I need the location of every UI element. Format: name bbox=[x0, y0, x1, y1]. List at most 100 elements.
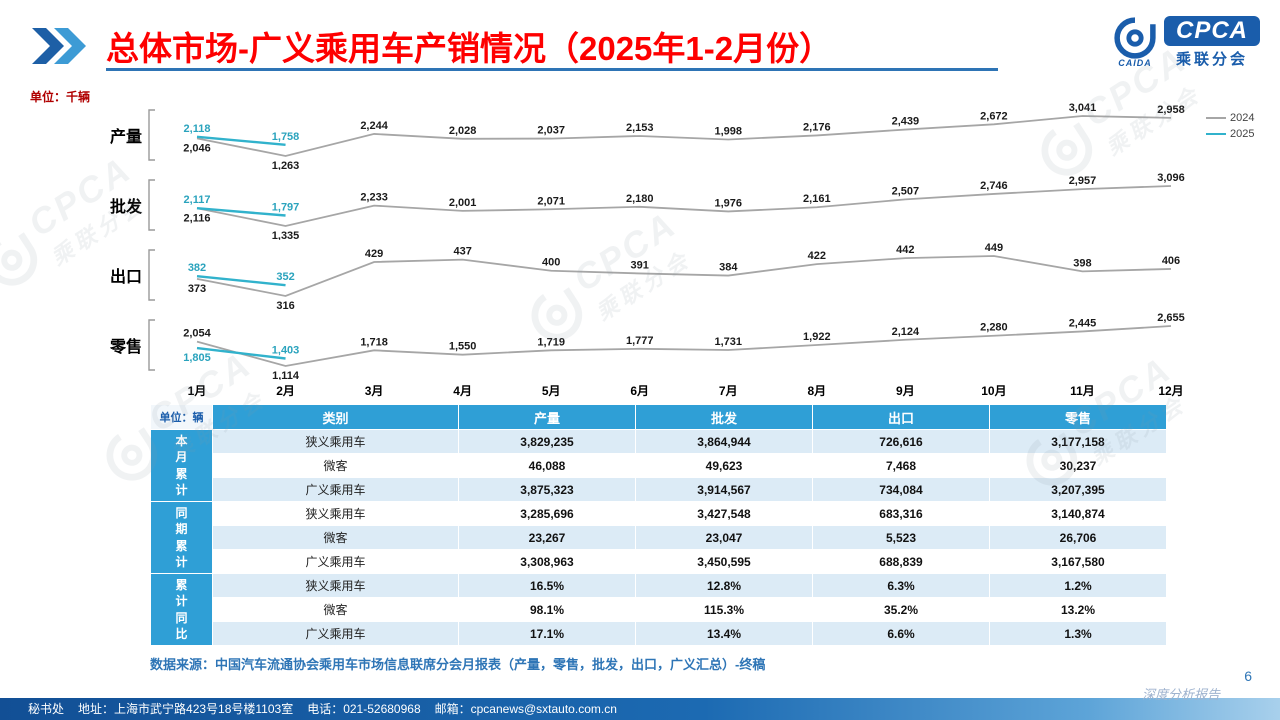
x-axis-label: 6月 bbox=[630, 384, 650, 398]
page-title: 总体市场-广义乘用车产销情况（2025年1-2月份） bbox=[106, 30, 833, 67]
axis-bracket-icon bbox=[148, 249, 155, 301]
category-cell: 狭义乘用车 bbox=[212, 501, 459, 526]
legend-item-2025: 2025 bbox=[1206, 126, 1254, 142]
svg-text:1,718: 1,718 bbox=[360, 336, 388, 348]
legend-label-2024: 2024 bbox=[1230, 112, 1255, 124]
x-axis-label: 2月 bbox=[276, 384, 295, 398]
svg-text:2,672: 2,672 bbox=[980, 110, 1008, 122]
svg-text:2,046: 2,046 bbox=[183, 142, 211, 154]
value-cell: 23,267 bbox=[458, 525, 636, 550]
svg-text:3,041: 3,041 bbox=[1069, 102, 1097, 114]
svg-text:2,037: 2,037 bbox=[537, 125, 565, 137]
x-axis-label: 9月 bbox=[896, 384, 915, 398]
svg-text:2,118: 2,118 bbox=[184, 123, 211, 135]
svg-text:2,244: 2,244 bbox=[360, 120, 388, 132]
double-chevron-icon bbox=[32, 28, 86, 64]
axis-bracket-icon bbox=[148, 109, 155, 161]
cpca-wordmark: CPCA bbox=[1163, 16, 1260, 46]
title-underline bbox=[106, 68, 998, 71]
x-axis-label: 12月 bbox=[1158, 384, 1184, 398]
line-chart-wholesale: 2,116 1,335 2,233 2,001 2,071 2,180 1,976 2,161… bbox=[184, 172, 1185, 240]
svg-text:3,096: 3,096 bbox=[1157, 172, 1185, 184]
chart-row-export: 出口 373 316 429 437 400 391 384 422 442 449 398 406 38… bbox=[95, 240, 1207, 310]
value-cell: 115.3% bbox=[635, 597, 813, 622]
svg-text:1,758: 1,758 bbox=[272, 131, 300, 143]
chart-legend: 2024 2025 bbox=[1206, 110, 1254, 142]
svg-text:406: 406 bbox=[1162, 255, 1180, 267]
value-cell: 683,316 bbox=[812, 501, 990, 526]
column-header-0: 类别 bbox=[212, 404, 459, 430]
value-cell: 1.3% bbox=[989, 621, 1167, 646]
svg-text:1,797: 1,797 bbox=[272, 202, 300, 214]
category-cell: 狭义乘用车 bbox=[212, 429, 459, 454]
value-cell: 3,914,567 bbox=[635, 477, 813, 502]
value-cell: 3,308,963 bbox=[458, 549, 636, 574]
value-cell: 12.8% bbox=[635, 573, 813, 598]
x-axis-label: 3月 bbox=[364, 384, 384, 398]
summary-table: 单位：辆 类别 产量 批发 出口 零售 本月累计狭义乘用车 3,829,235 3,864,… bbox=[150, 404, 1167, 646]
value-cell: 726,616 bbox=[812, 429, 990, 454]
svg-text:400: 400 bbox=[542, 257, 560, 269]
value-cell: 5,523 bbox=[812, 525, 990, 550]
svg-text:1,719: 1,719 bbox=[537, 336, 565, 348]
chart-row-label-retail: 零售 bbox=[109, 339, 142, 356]
svg-text:2,655: 2,655 bbox=[1157, 312, 1185, 324]
svg-text:2,028: 2,028 bbox=[449, 125, 477, 137]
svg-text:2,507: 2,507 bbox=[892, 185, 920, 197]
table-row: 广义乘用车 3,875,323 3,914,567 734,084 3,207,395 bbox=[151, 477, 1167, 502]
cpca-swirl-icon bbox=[1114, 17, 1156, 59]
charts-area: 产量 2,046 1,263 2,244 2,028 2,037 2,153 1,998 2,1… bbox=[95, 100, 1207, 398]
chart-row-label-wholesale: 批发 bbox=[109, 199, 142, 216]
svg-text:2,054: 2,054 bbox=[183, 328, 211, 340]
svg-text:398: 398 bbox=[1073, 257, 1091, 269]
x-axis-label: 8月 bbox=[807, 384, 827, 398]
svg-text:1,263: 1,263 bbox=[272, 160, 300, 170]
value-cell: 6.3% bbox=[812, 573, 990, 598]
value-cell: 35.2% bbox=[812, 597, 990, 622]
svg-text:437: 437 bbox=[453, 246, 471, 258]
svg-text:352: 352 bbox=[276, 271, 294, 283]
page-number: 6 bbox=[1244, 668, 1252, 684]
value-cell: 16.5% bbox=[458, 573, 636, 598]
value-cell: 688,839 bbox=[812, 549, 990, 574]
footer-phone: 电话：021-52680968 bbox=[307, 702, 421, 716]
value-cell: 3,140,874 bbox=[989, 501, 1167, 526]
legend-line-2025-icon bbox=[1206, 133, 1226, 135]
column-header-1: 产量 bbox=[458, 404, 636, 430]
table-row: 广义乘用车 3,308,963 3,450,595 688,839 3,167,580 bbox=[151, 549, 1167, 574]
column-header-3: 出口 bbox=[812, 404, 990, 430]
svg-text:1,403: 1,403 bbox=[272, 344, 300, 356]
table-row: 广义乘用车 17.1% 13.4% 6.6% 1.3% bbox=[151, 621, 1167, 646]
legend-item-2024: 2024 bbox=[1206, 110, 1254, 126]
svg-text:316: 316 bbox=[276, 300, 294, 310]
value-cell: 46,088 bbox=[458, 453, 636, 478]
svg-text:2,439: 2,439 bbox=[892, 116, 920, 128]
value-cell: 30,237 bbox=[989, 453, 1167, 478]
cpca-chinese-name: 乘联分会 bbox=[1175, 51, 1248, 68]
x-axis-label: 5月 bbox=[541, 384, 561, 398]
x-axis-label: 7月 bbox=[718, 384, 738, 398]
cpca-logo-mark: CAIDA bbox=[1113, 16, 1157, 68]
line-chart-retail: 2,054 1,114 1,718 1,550 1,719 1,777 1,731 1,922… bbox=[183, 312, 1185, 380]
value-cell: 49,623 bbox=[635, 453, 813, 478]
report-type-label: 深度分析报告 bbox=[1141, 687, 1220, 702]
svg-text:422: 422 bbox=[808, 250, 826, 262]
value-cell: 3,177,158 bbox=[989, 429, 1167, 454]
footer-bar: 秘书处 地址：上海市武宁路423号18号楼1103室 电话：021-526809… bbox=[0, 698, 1280, 720]
table-row: 微客 46,088 49,623 7,468 30,237 bbox=[151, 453, 1167, 478]
svg-text:1,731: 1,731 bbox=[715, 336, 743, 348]
svg-text:2,161: 2,161 bbox=[803, 193, 831, 205]
svg-text:442: 442 bbox=[896, 244, 914, 256]
svg-text:1,114: 1,114 bbox=[272, 370, 300, 380]
legend-line-2024-icon bbox=[1206, 117, 1226, 119]
caida-label: CAIDA bbox=[1118, 58, 1152, 68]
svg-text:391: 391 bbox=[631, 259, 649, 271]
svg-text:2,001: 2,001 bbox=[449, 197, 477, 209]
table-row: 累计同比狭义乘用车 16.5% 12.8% 6.3% 1.2% bbox=[150, 573, 1167, 646]
line-chart-production: 2,046 1,263 2,244 2,028 2,037 2,153 1,998 2,176… bbox=[183, 102, 1185, 170]
svg-text:2,957: 2,957 bbox=[1069, 175, 1097, 187]
svg-text:2,116: 2,116 bbox=[184, 212, 211, 224]
svg-text:1,998: 1,998 bbox=[715, 125, 743, 137]
table-row: 微客 23,267 23,047 5,523 26,706 bbox=[151, 525, 1167, 550]
